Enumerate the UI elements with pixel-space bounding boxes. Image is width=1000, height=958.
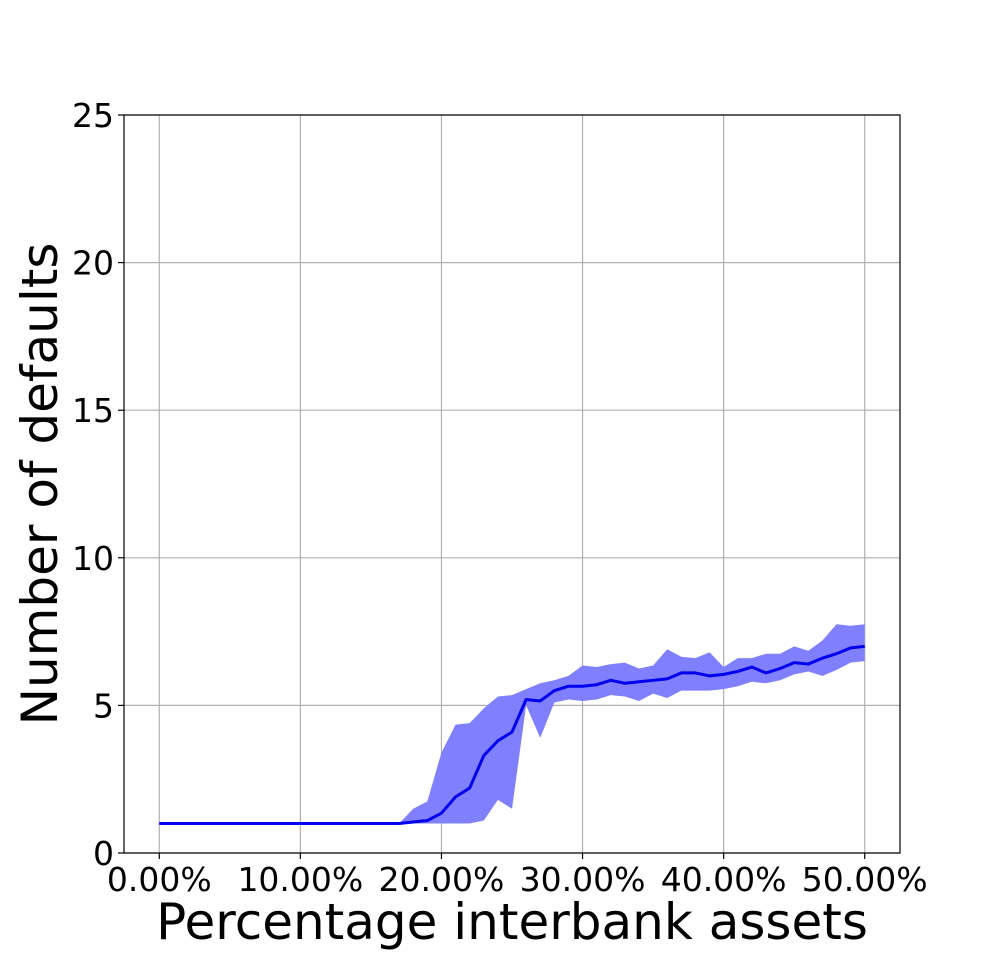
y-tick-label: 25 — [72, 96, 114, 135]
x-axis-label: Percentage interbank assets — [156, 893, 868, 951]
y-tick-label: 0 — [93, 834, 114, 873]
x-tick-label: 0.00% — [107, 860, 212, 899]
x-tick-label: 30.00% — [520, 860, 646, 899]
y-tick-label: 20 — [72, 244, 114, 283]
data-points — [159, 646, 865, 824]
x-tick-label: 50.00% — [802, 860, 928, 899]
x-tick-label: 40.00% — [661, 860, 787, 899]
x-tick-label: 10.00% — [237, 860, 363, 899]
y-axis: 0 5 10 15 20 25 — [72, 96, 124, 873]
plot-frame — [123, 114, 901, 854]
y-tick-label: 5 — [93, 686, 114, 725]
x-axis: 0.00% 10.00% 20.00% 30.00% 40.00% 50.00% — [107, 853, 928, 899]
x-tick-label: 20.00% — [379, 860, 505, 899]
y-tick-label: 10 — [72, 539, 114, 578]
y-axis-label: Number of defaults — [11, 243, 69, 726]
y-tick-label: 15 — [72, 391, 114, 430]
